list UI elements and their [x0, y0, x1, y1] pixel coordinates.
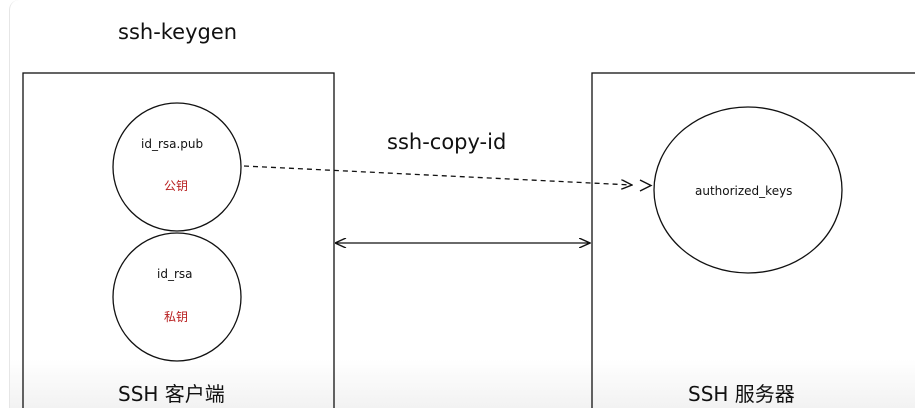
server-label: SSH 服务器 [688, 382, 795, 406]
server-box [591, 72, 915, 408]
diagram-title: ssh-keygen [118, 20, 238, 44]
copy-id-dashed-arrow [243, 165, 632, 185]
copy-id-arrowhead-second [639, 179, 653, 192]
arrow-label: ssh-copy-id [387, 130, 507, 154]
public-key-circle [112, 102, 242, 232]
client-box [22, 72, 335, 408]
public-key-note: 公钥 [164, 179, 189, 193]
diagram-canvas [9, 0, 915, 408]
public-key-name: id_rsa.pub [141, 137, 204, 151]
authorized-keys-ellipse [653, 106, 843, 274]
private-key-note: 私钥 [164, 310, 189, 324]
authorized-keys-name: authorized_keys [695, 184, 793, 198]
private-key-name: id_rsa [157, 267, 193, 281]
private-key-circle [112, 232, 242, 362]
client-label: SSH 客户端 [118, 382, 225, 406]
